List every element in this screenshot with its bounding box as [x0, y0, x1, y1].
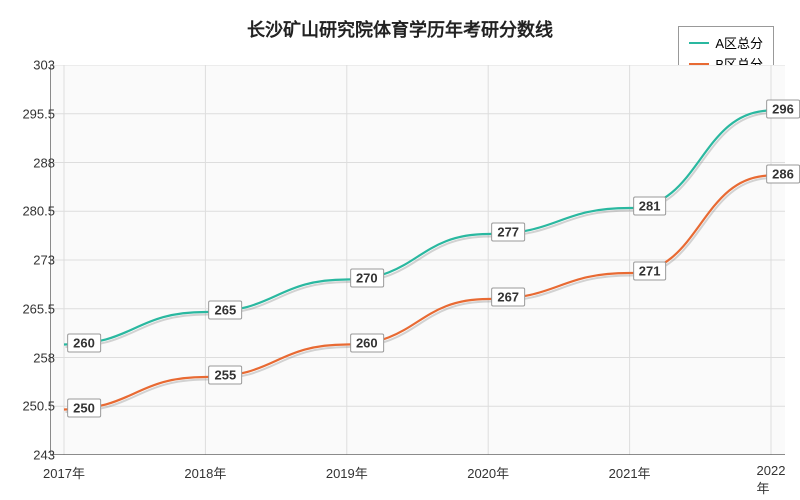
- y-axis-label: 280.5: [7, 204, 55, 219]
- data-point-label: 267: [491, 288, 525, 307]
- x-axis-label: 2017年: [43, 463, 85, 482]
- data-point-label: 277: [491, 223, 525, 242]
- chart-svg: [50, 65, 785, 455]
- y-axis-label: 295.5: [7, 106, 55, 121]
- y-axis-label: 250.5: [7, 399, 55, 414]
- y-axis-label: 303: [7, 58, 55, 73]
- legend-item: A区总分: [689, 33, 763, 52]
- x-axis-label: 2019年: [326, 463, 368, 482]
- y-axis-label: 288: [7, 155, 55, 170]
- x-axis-label: 2021年: [609, 463, 651, 482]
- x-axis-label: 2020年: [467, 463, 509, 482]
- data-point-label: 250: [67, 398, 101, 417]
- legend-swatch-a: [689, 42, 709, 44]
- data-point-label: 281: [633, 197, 667, 216]
- data-point-label: 260: [67, 333, 101, 352]
- data-point-label: 296: [766, 99, 800, 118]
- data-point-label: 255: [209, 366, 243, 385]
- y-axis-label: 258: [7, 350, 55, 365]
- plot-area: [50, 65, 785, 455]
- data-point-label: 271: [633, 262, 667, 281]
- x-axis-label: 2022年: [757, 463, 786, 497]
- x-axis-label: 2018年: [184, 463, 226, 482]
- y-axis-label: 265.5: [7, 301, 55, 316]
- y-axis-label: 273: [7, 253, 55, 268]
- data-point-label: 260: [350, 333, 384, 352]
- data-point-label: 286: [766, 164, 800, 183]
- chart-container: 长沙矿山研究院体育学历年考研分数线 A区总分 B区总分 243250.52582…: [0, 0, 800, 500]
- data-point-label: 265: [209, 301, 243, 320]
- legend-label: A区总分: [715, 33, 763, 52]
- data-point-label: 270: [350, 268, 384, 287]
- y-axis-label: 243: [7, 448, 55, 463]
